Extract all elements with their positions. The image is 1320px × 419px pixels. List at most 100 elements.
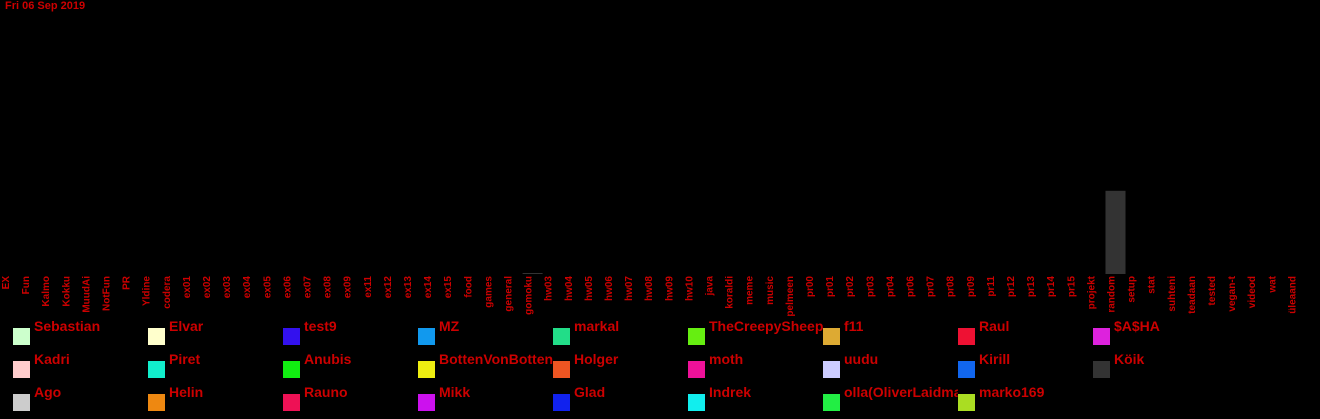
category-label: hw04 [564, 276, 575, 301]
category-label: pr01 [825, 276, 836, 298]
category-label: ex15 [443, 276, 454, 299]
category-label: wat [1267, 275, 1278, 293]
category-label: pr02 [845, 276, 856, 298]
legend-swatch [418, 394, 435, 411]
legend-swatch [148, 394, 165, 411]
legend-swatch [418, 361, 435, 378]
bar-random [1105, 190, 1126, 274]
category-label: ex02 [202, 276, 213, 299]
legend-label: Anubis [304, 351, 352, 367]
legend-swatch [1093, 361, 1110, 378]
legend-label: Indrek [709, 384, 752, 400]
legend-label: test9 [304, 318, 337, 334]
legend-item: Piret [148, 351, 283, 381]
legend-label: Elvar [169, 318, 204, 334]
category-label: ex05 [262, 276, 273, 299]
legend-item: Ago [13, 384, 148, 414]
legend-swatch [283, 328, 300, 345]
legend-swatch [688, 328, 705, 345]
legend-item: TheCreepySheep [688, 318, 823, 348]
legend-label: TheCreepySheep [709, 318, 823, 334]
category-label: ex01 [182, 276, 193, 299]
category-label: suhteni [1167, 276, 1178, 312]
category-label: gomoku [524, 276, 535, 315]
legend-label: moth [709, 351, 744, 367]
category-label: koraldi [725, 276, 736, 309]
legend-label: Sebastian [34, 318, 101, 334]
legend-item: markal [553, 318, 688, 348]
category-label: pelmeen [785, 276, 796, 317]
category-label: tested [1207, 276, 1218, 305]
category-label: pr14 [1046, 276, 1057, 298]
legend-swatch [148, 361, 165, 378]
category-label: Yldine [142, 276, 153, 306]
category-label: random [1107, 276, 1118, 313]
category-label: stat [1147, 275, 1158, 293]
category-label: general [504, 276, 515, 312]
category-label: Fun [21, 276, 32, 294]
legend-label: Ago [34, 384, 62, 400]
legend-item: MZ [418, 318, 553, 348]
category-label: pr04 [885, 276, 896, 298]
category-label: pr11 [986, 276, 997, 297]
legend-swatch [13, 394, 30, 411]
category-label: videod [1247, 276, 1258, 308]
legend-item: test9 [283, 318, 418, 348]
category-label: hw08 [644, 276, 655, 301]
category-label: pr00 [805, 276, 816, 298]
category-label: hw10 [684, 276, 695, 301]
category-label: hw03 [544, 276, 555, 301]
category-label: hw06 [604, 276, 615, 301]
legend-label: Glad [574, 384, 606, 400]
category-label: projekt [1086, 275, 1097, 309]
category-label: pr09 [966, 276, 977, 298]
legend-item: Kadri [13, 351, 148, 381]
category-label: pr12 [1006, 276, 1017, 298]
legend-swatch [958, 394, 975, 411]
legend-item: Köik [1093, 351, 1228, 381]
legend-swatch [823, 328, 840, 345]
legend-label: $A$HA [1114, 318, 1160, 334]
legend-label: Rauno [304, 384, 348, 400]
legend-label: Piret [169, 351, 201, 367]
category-label: MuudAi [81, 276, 92, 313]
legend-label: Raul [979, 318, 1010, 334]
category-label: ex09 [343, 276, 354, 299]
category-label: setup [1127, 276, 1138, 303]
legend-swatch [13, 328, 30, 345]
bars-layer [522, 190, 1126, 274]
legend-item: Holger [553, 351, 688, 381]
category-label: Kalmo [41, 276, 52, 307]
category-label: pr15 [1066, 276, 1077, 298]
legend-label: f11 [844, 318, 864, 334]
category-label: pr06 [906, 276, 917, 298]
category-label: EX [1, 276, 12, 290]
category-label: music [765, 276, 776, 305]
category-label: ex04 [242, 276, 253, 299]
category-label: java [705, 276, 716, 297]
legend-item: Indrek [688, 384, 823, 414]
legend-swatch [283, 394, 300, 411]
legend-label: olla(OliverLaidma) [844, 384, 958, 400]
legend-item: $A$HA [1093, 318, 1228, 348]
category-label: meme [745, 276, 756, 305]
legend-item: Sebastian [13, 318, 148, 348]
legend-swatch [13, 361, 30, 378]
legend-swatch [958, 361, 975, 378]
category-label: games [483, 276, 494, 308]
legend-swatch [553, 361, 570, 378]
legend-item: olla(OliverLaidma) [823, 384, 958, 414]
category-label: ex08 [323, 276, 334, 299]
legend-swatch [1093, 328, 1110, 345]
category-label: ex07 [303, 276, 314, 299]
legend-label: Mikk [439, 384, 471, 400]
legend-label: Köik [1114, 351, 1145, 367]
legend-label: Helin [169, 384, 204, 400]
legend-label: Holger [574, 351, 619, 367]
legend-item: moth [688, 351, 823, 381]
category-label: ex11 [363, 276, 374, 298]
category-label: ex06 [282, 276, 293, 299]
category-label: pr13 [1026, 276, 1037, 298]
category-label: hw05 [584, 276, 595, 301]
